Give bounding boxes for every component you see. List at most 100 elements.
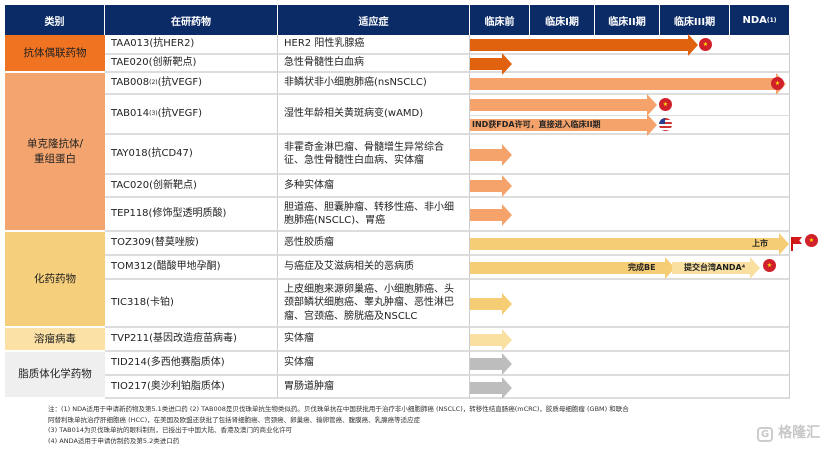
arrow-tab014-cn-head — [647, 94, 657, 116]
drug-name-part: (2) — [149, 78, 158, 86]
category-cell: 化药药物 — [5, 232, 105, 328]
drug-cell: TVP211(基因改造痘苗病毒) — [105, 328, 278, 352]
drug-cell: TAA013(抗HER2) — [105, 35, 278, 55]
arrow-tab014-us-body — [470, 119, 647, 131]
arrow-tio217-body — [470, 382, 502, 394]
arrow-tvp211-head — [502, 329, 512, 351]
arrow-toz309-body — [470, 238, 779, 250]
sub-row-divider — [470, 115, 790, 116]
drug-cell: TIO217(奥沙利铂脂质体) — [105, 376, 278, 399]
drug-name-part: (抗VEGF) — [157, 108, 203, 120]
us-flag-icon — [659, 118, 672, 131]
progress-cell — [470, 35, 790, 55]
indication-cell: 急性骨髓性白血病 — [278, 55, 470, 73]
indication-cell: 非鳞状非小细胞肺癌(nsNSCLC) — [278, 73, 470, 95]
indication-cell: 实体瘤 — [278, 352, 470, 376]
progress-cell — [470, 352, 790, 376]
note-line: 阿替利珠单抗治疗肝细胞癌 (HCC)，在美国及欧盟还获批了包括肾细胞癌、宫颈癌、… — [48, 415, 421, 424]
tab014-us-note: IND获FDA许可，直接进入临床II期 — [472, 120, 601, 129]
drug-name-part: (抗VEGF) — [157, 77, 203, 89]
indication-cell: 恶性胶质瘤 — [278, 232, 470, 256]
category-label: 化药药物 — [34, 272, 76, 285]
drug-name-part: TAB014 — [111, 108, 150, 120]
header-drug: 在研药物 — [105, 5, 278, 35]
marketed-flag-pole — [791, 237, 793, 251]
header-stage: 临床前 — [470, 5, 530, 35]
category-label: 溶瘤病毒 — [34, 332, 76, 345]
arrow-tid214-body — [470, 358, 502, 370]
indication-cell: 上皮细胞来源卵巢癌、小细胞肺癌、头颈部鳞状细胞癌、睾丸肿瘤、恶性淋巴瘤、宫颈癌、… — [278, 280, 470, 328]
china-flag-icon: ★ — [771, 77, 784, 90]
header-stage: NDA (1) — [730, 5, 790, 35]
arrow-tic318-head — [502, 293, 512, 315]
nda-footnote-ref: (1) — [766, 16, 777, 24]
category-cell: 单克隆抗体/ 重组蛋白 — [5, 73, 105, 232]
tom312-be-note: 完成BE — [628, 263, 656, 272]
indication-cell: 胆道癌、胆囊肿瘤、转移性癌、非小细胞肺癌(NSCLC)、胃癌 — [278, 198, 470, 232]
stage-label: 临床III期 — [673, 16, 716, 28]
drug-name-part: TAB008 — [111, 77, 150, 89]
category-cell: 抗体偶联药物 — [5, 35, 105, 73]
stage-label: NDA — [742, 14, 767, 26]
arrow-tom312-anda-head — [750, 257, 760, 279]
progress-cell — [470, 198, 790, 232]
progress-cell — [470, 175, 790, 198]
note-line: 注：(1) NDA适用于申请新药物及第5.1类进口药 (2) TAB008是贝伐… — [48, 405, 629, 413]
arrow-taa013-head — [688, 34, 698, 56]
indication-cell: 非霍奇金淋巴瘤、骨髓增生异常综合征、急性骨髓性白血病、实体瘤 — [278, 135, 470, 175]
progress-cell — [470, 73, 790, 95]
arrow-tep118-body — [470, 209, 502, 221]
progress-cell — [470, 256, 790, 280]
progress-cell — [470, 55, 790, 73]
arrow-tvp211-body — [470, 334, 502, 346]
arrow-tom312-be-body — [470, 262, 665, 274]
drug-cell: TAY018(抗CD47) — [105, 135, 278, 175]
arrow-toz309-head — [779, 233, 789, 255]
china-flag-icon: ★ — [805, 234, 818, 247]
watermark-logo: G 格隆汇 — [757, 422, 820, 442]
marketed-flag-icon — [793, 237, 802, 244]
toz309-status: 上市 — [752, 239, 768, 248]
indication-cell: 与癌症及艾滋病相关的恶病质 — [278, 256, 470, 280]
arrow-tay018-body — [470, 149, 502, 161]
stage-label: 临床II期 — [608, 16, 646, 28]
progress-cell — [470, 232, 790, 256]
china-flag-icon: ★ — [763, 259, 776, 272]
indication-cell: HER2 阳性乳腺癌 — [278, 35, 470, 55]
arrow-tep118-head — [502, 204, 512, 226]
header-indication: 适应症 — [278, 5, 470, 35]
drug-cell: TOZ309(替莫唑胺) — [105, 232, 278, 256]
arrow-tab014-cn-body — [470, 99, 647, 111]
drug-cell: TOM312(醋酸甲地孕酮) — [105, 256, 278, 280]
stage-label: 临床前 — [484, 16, 515, 28]
stage-label: 临床I期 — [545, 16, 579, 28]
drug-cell: TAE020(创新靶点) — [105, 55, 278, 73]
drug-cell: TAB014 (3) (抗VEGF) — [105, 95, 278, 135]
arrow-tay018-head — [502, 144, 512, 166]
footnotes: 注：(1) NDA适用于申请新药物及第5.1类进口药 (2) TAB008是贝伐… — [48, 404, 629, 446]
arrow-tio217-head — [502, 377, 512, 399]
indication-cell: 多种实体瘤 — [278, 175, 470, 198]
header-stage: 临床I期 — [530, 5, 595, 35]
indication-cell: 湿性年龄相关黄斑病变(wAMD) — [278, 95, 470, 135]
category-label: 抗体偶联药物 — [23, 46, 87, 59]
drug-name-part: (3) — [149, 109, 158, 117]
progress-cell — [470, 280, 790, 328]
china-flag-icon: ★ — [699, 38, 712, 51]
header-stage: 临床II期 — [595, 5, 660, 35]
arrow-taa013-body — [470, 39, 688, 51]
indication-cell: 胃肠道肿瘤 — [278, 376, 470, 399]
progress-cell — [470, 376, 790, 399]
note-line: (4) ANDA适用于申请仿制药及第5.2类进口药 — [48, 436, 180, 445]
progress-cell — [470, 328, 790, 352]
drug-cell: TAB008 (2) (抗VEGF) — [105, 73, 278, 95]
drug-cell: TEP118(修饰型透明质酸) — [105, 198, 278, 232]
drug-cell: TIC318(卡铂) — [105, 280, 278, 328]
category-label: 单克隆抗体/ 重组蛋白 — [26, 138, 84, 165]
note-line: (3) TAB014为贝伐珠单抗的眼科制剂，已授出于中国大陆、香港及澳门的商业化… — [48, 426, 293, 434]
arrow-tae020-body — [470, 58, 502, 70]
drug-cell: TAC020(创新靶点) — [105, 175, 278, 198]
arrow-tab014-us-head — [647, 114, 657, 136]
tom312-anda-note: 提交台湾ANDA⁴ — [684, 263, 746, 272]
category-label: 脂质体化学药物 — [18, 368, 92, 381]
